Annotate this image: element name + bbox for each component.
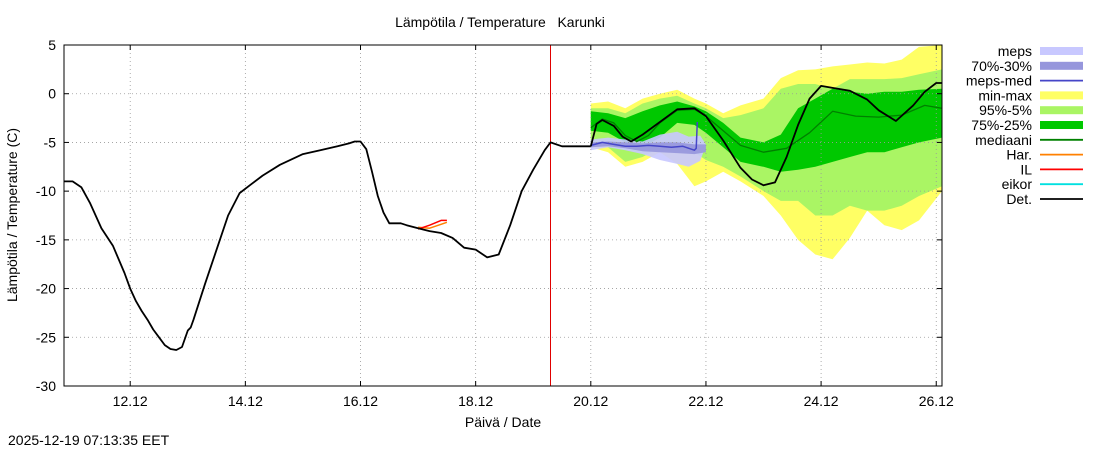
legend-label: IL	[1020, 161, 1032, 177]
legend-swatch	[1040, 47, 1083, 55]
y-tick-label: 0	[48, 86, 56, 102]
y-tick-label: 5	[48, 37, 56, 53]
legend-item: mediaani	[975, 132, 1083, 148]
legend-swatch	[1040, 121, 1083, 129]
legend-label: meps-med	[966, 73, 1032, 89]
x-tick-label: 22.12	[688, 393, 723, 409]
legend-item: 70%-30%	[971, 58, 1083, 74]
x-tick-label: 20.12	[573, 393, 608, 409]
plot-frame	[63, 44, 943, 387]
legend-item: 95%-5%	[979, 102, 1083, 118]
y-tick-label: -10	[36, 183, 56, 199]
legend-item: 75%-25%	[971, 117, 1083, 133]
legend-swatch	[1040, 106, 1083, 115]
series-mediaani	[590, 104, 943, 153]
legend-item: min-max	[978, 87, 1083, 103]
legend-swatch	[1040, 61, 1083, 70]
y-tick-label: -5	[44, 134, 57, 150]
x-tick-label: 16.12	[343, 393, 378, 409]
y-tick-label: -20	[36, 281, 56, 297]
legend-label: min-max	[978, 87, 1032, 103]
x-tick-label: 24.12	[804, 393, 839, 409]
series-observed	[64, 140, 591, 351]
grid	[64, 44, 942, 387]
legend-item: meps-med	[966, 73, 1083, 89]
legend-item: Det.	[1006, 191, 1083, 207]
x-axis-label: Päivä / Date	[465, 414, 541, 430]
series-lines	[64, 82, 943, 351]
y-tick-label: -15	[36, 232, 56, 248]
legend-swatch	[1040, 91, 1083, 100]
legend-label: Har.	[1006, 147, 1032, 163]
y-axis-label: Lämpötila / Temperature (C)	[4, 128, 20, 302]
x-axis-ticks: 12.12 14.12 16.12 18.12 20.12 22.12 24.12 26.12	[113, 45, 954, 409]
legend-item: meps	[998, 43, 1083, 59]
series-il	[417, 219, 447, 230]
legend-label: mediaani	[975, 132, 1032, 148]
legend-item: Har.	[1006, 147, 1083, 163]
legend-label: Det.	[1006, 191, 1032, 207]
y-tick-label: -30	[36, 378, 56, 394]
series-meps-med	[590, 121, 699, 151]
x-tick-label: 26.12	[919, 393, 954, 409]
legend-label: meps	[998, 43, 1032, 59]
legend-label: 95%-5%	[979, 102, 1032, 118]
legend-label: 70%-30%	[971, 58, 1032, 74]
legend-label: eikor	[1002, 176, 1033, 192]
x-tick-label: 12.12	[113, 393, 148, 409]
y-tick-label: -25	[36, 329, 56, 345]
legend-item: eikor	[1002, 176, 1083, 192]
chart-title: Lämpötila / Temperature Karunki	[395, 14, 605, 30]
y-axis-ticks: 5 0 -5 -10 -15 -20 -25 -30	[36, 37, 942, 394]
timestamp: 2025-12-19 07:13:35 EET	[8, 432, 170, 448]
legend: meps70%-30%meps-medmin-max95%-5%75%-25%m…	[966, 43, 1083, 207]
legend-item: IL	[1020, 161, 1083, 177]
series-det-forecast	[589, 82, 942, 187]
legend-label: 75%-25%	[971, 117, 1032, 133]
x-tick-label: 18.12	[458, 393, 493, 409]
x-tick-label: 14.12	[228, 393, 263, 409]
